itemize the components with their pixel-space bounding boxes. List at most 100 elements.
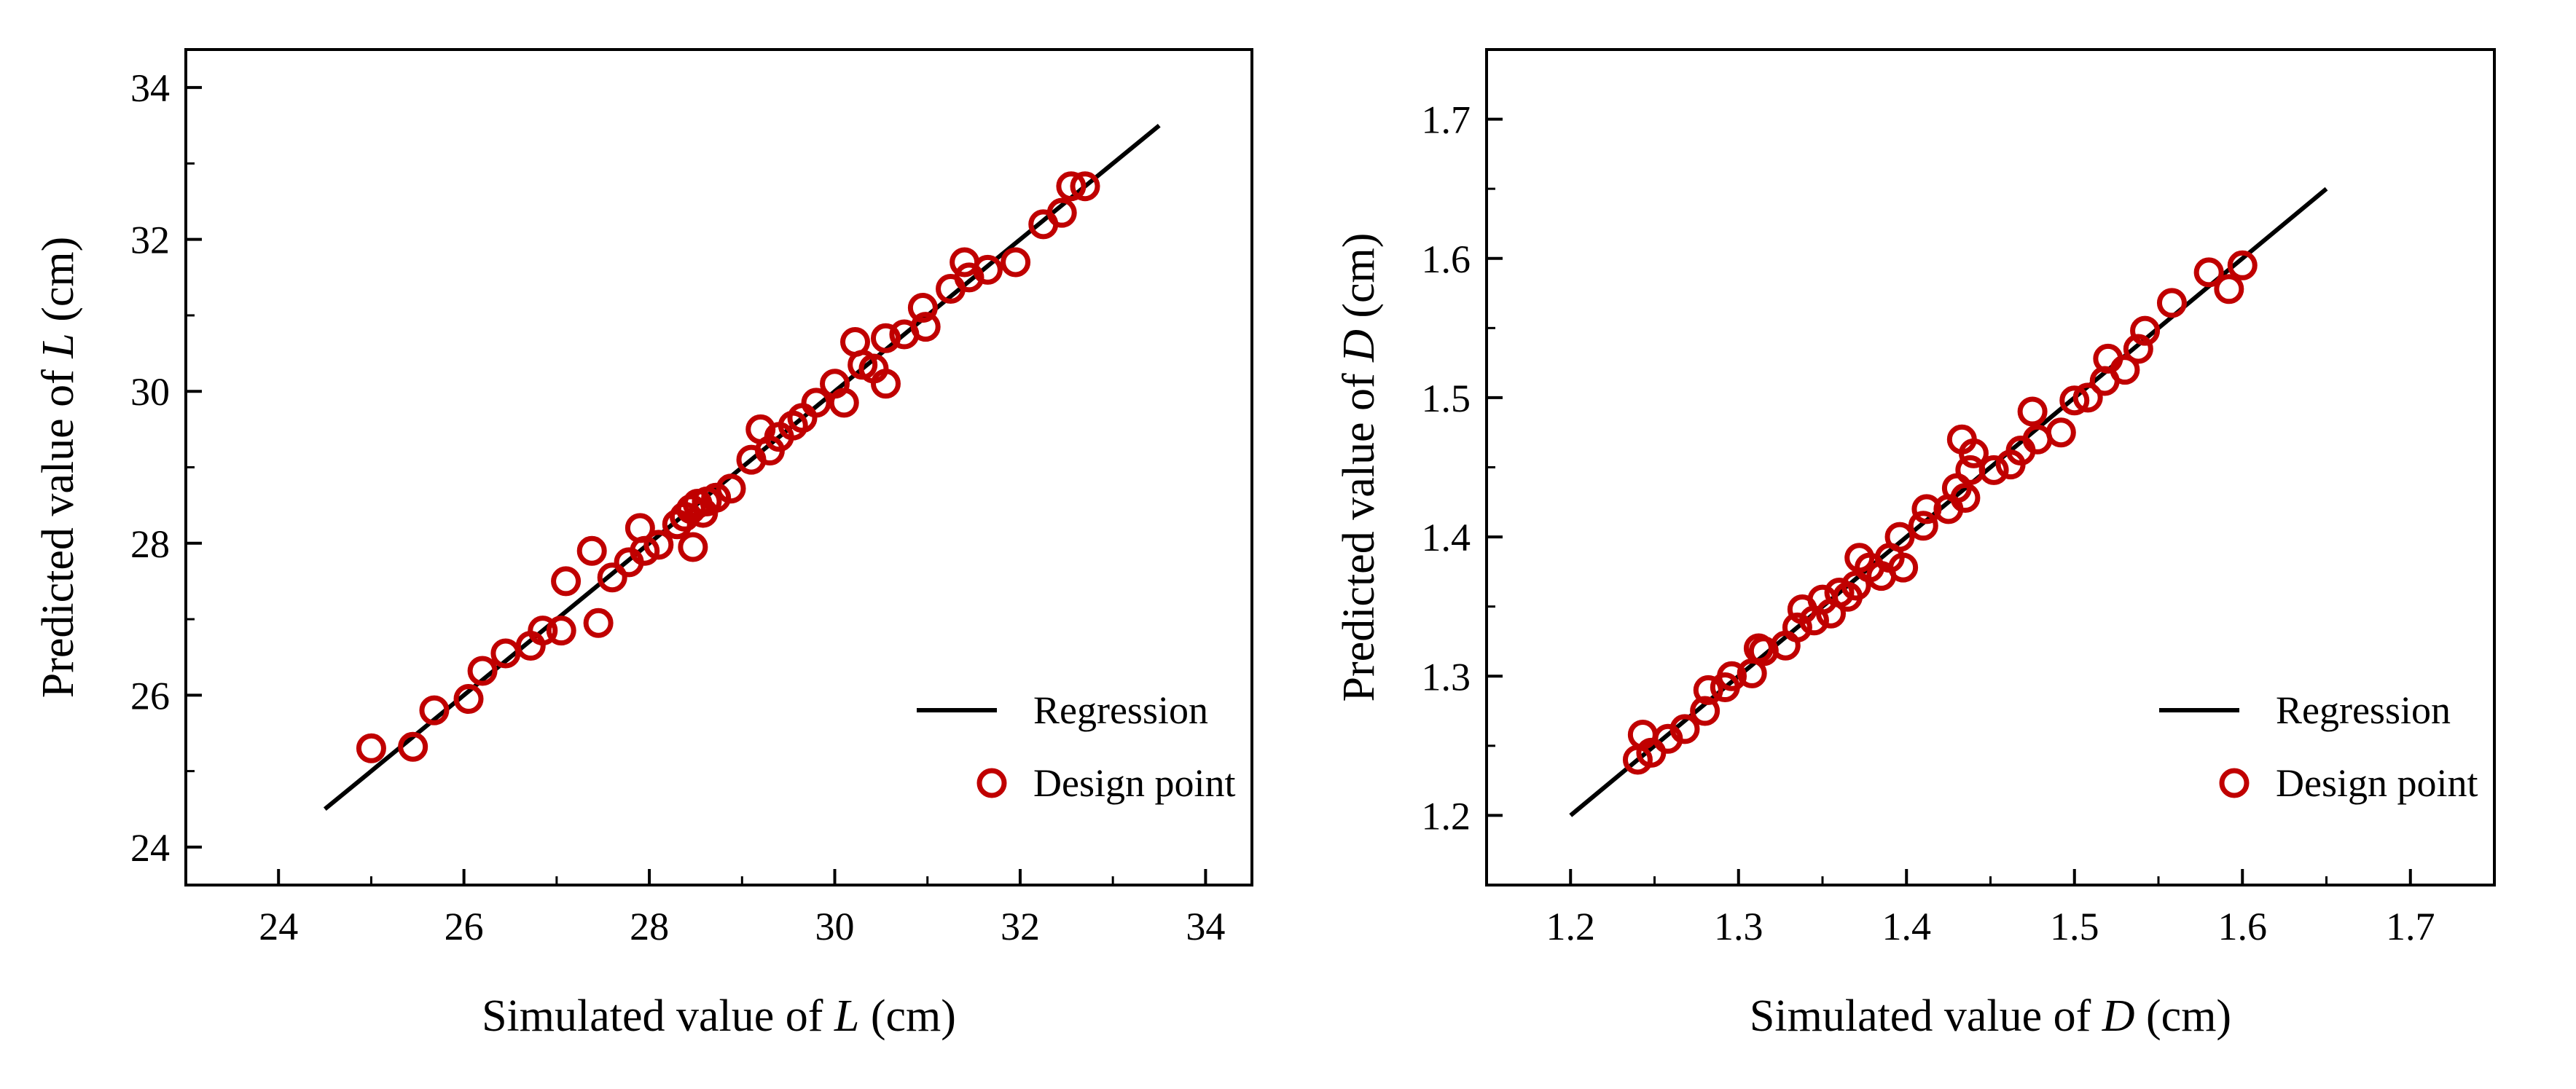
- chart-left-x-tick-label: 30: [815, 905, 855, 948]
- chart-left-design-point: [576, 535, 607, 566]
- chart-left-design-point: [551, 566, 582, 597]
- chart-left-y-tick-label: 24: [130, 826, 170, 870]
- chart-left-design-point: [1001, 247, 1031, 278]
- chart-right-x-tick-label: 1.3: [1714, 905, 1763, 948]
- chart-right-legend-design-point-marker: [2219, 768, 2250, 798]
- chart-right-design-point: [1911, 494, 1942, 524]
- chart-right-panel: 1.2 1.3 1.4 1.5 1.6 1.7 1.2 1.3 1.4 1.5 1.6 1.7 Simu…: [1334, 48, 2496, 1041]
- chart-left-y-tick-label: 26: [130, 674, 170, 718]
- chart-right-design-point: [2017, 396, 2048, 427]
- chart-left-x-axis-label-prefix: Simulated value of: [482, 991, 834, 1041]
- chart-left-design-point: [954, 262, 984, 293]
- chart-left-design-point: [356, 733, 386, 763]
- chart-left-design-point: [630, 535, 660, 566]
- chart-left-y-axis-label: Predicted value of L (cm): [34, 237, 83, 699]
- chart-right-design-point: [1958, 438, 1989, 468]
- chart-right-y-tick-label: 1.2: [1422, 794, 1471, 838]
- chart-right-design-point: [1690, 696, 1720, 726]
- chart-right-design-point: [1908, 511, 1938, 541]
- chart-right-y-axis-label-suffix: (cm): [1334, 233, 1384, 330]
- chart-left-design-point: [1056, 171, 1087, 202]
- chart-right-y-tick-label: 1.4: [1422, 516, 1471, 559]
- chart-right-design-point: [1669, 714, 1700, 744]
- chart-right-y-axis-label: Predicted value of D (cm): [1334, 233, 1384, 702]
- chart-right-x-axis-label-prefix: Simulated value of: [1750, 991, 2102, 1041]
- chart-left-y-axis-label-prefix: Predicted value of: [34, 358, 83, 699]
- chart-right-design-point: [1888, 552, 1919, 583]
- chart-left-legend-regression-label: Regression: [1033, 688, 1208, 732]
- chart-right-design-point: [2123, 334, 2153, 364]
- chart-right-design-point: [1782, 612, 1812, 642]
- chart-left-x-axis-label-var: L: [834, 991, 859, 1041]
- chart-right-design-point: [2045, 417, 2076, 448]
- chart-left-design-point: [801, 388, 831, 418]
- chart-left-design-point: [467, 656, 498, 686]
- chart-left-design-point: [678, 532, 708, 562]
- chart-left-design-point: [597, 562, 627, 593]
- chart-left-design-point: [398, 731, 428, 762]
- chart-left-x-tick-label: 34: [1186, 905, 1225, 948]
- chart-right-design-point: [1693, 675, 1723, 705]
- chart-right-design-point: [1950, 483, 1981, 514]
- chart-left-design-point: [907, 293, 938, 323]
- chart-left-x-tick-label: 24: [259, 905, 298, 948]
- chart-right-x-tick-label: 1.5: [2050, 905, 2099, 948]
- chart-left-legend-design-point-label: Design point: [1033, 761, 1236, 805]
- chart-left-y-axis-label-var: L: [34, 333, 83, 358]
- chart-right-design-point: [2156, 288, 2187, 318]
- chart-left-legend-design-point-marker: [976, 768, 1007, 798]
- chart-left-x-tick-label: 26: [445, 905, 484, 948]
- chart-right-y-tick-label: 1.7: [1422, 98, 1471, 142]
- chart-right-y-tick-label: 1.6: [1422, 237, 1471, 281]
- chart-left-x-axis-label: Simulated value of L (cm): [482, 991, 956, 1041]
- chart-right-x-tick-label: 1.7: [2386, 905, 2435, 948]
- chart-left-design-point: [870, 323, 901, 353]
- chart-left-design-point: [419, 695, 450, 726]
- chart-right-regression-line: [1569, 186, 2328, 817]
- chart-left-design-point: [870, 369, 901, 399]
- chart-right-y-tick-label: 1.5: [1422, 377, 1471, 420]
- chart-left-design-point: [701, 482, 732, 513]
- chart-right-design-point: [1717, 661, 1747, 691]
- chart-left-y-axis-label-suffix: (cm): [34, 237, 83, 334]
- chart-left-x-tick-label: 28: [630, 905, 669, 948]
- chart-right-x-axis-label: Simulated value of D (cm): [1750, 991, 2231, 1041]
- chart-right-design-point: [2072, 382, 2103, 413]
- chart-right-design-point: [2193, 257, 2224, 288]
- chart-right-x-tick-label: 1.4: [1882, 905, 1932, 948]
- chart-left-x-tick-label: 32: [1001, 905, 1040, 948]
- chart-left-design-point: [1070, 171, 1100, 202]
- chart-left-x-axis-label-suffix: (cm): [859, 991, 956, 1041]
- chart-right-legend-regression-label: Regression: [2276, 688, 2451, 732]
- chart-right-design-point: [2130, 315, 2161, 346]
- chart-right-y-axis-label-prefix: Predicted value of: [1334, 362, 1384, 702]
- chart-right-x-tick-label: 1.2: [1546, 905, 1596, 948]
- chart-left-design-point: [829, 388, 859, 418]
- chart-left-y-tick-label: 30: [130, 370, 170, 414]
- chart-right-design-point: [2059, 385, 2090, 416]
- chart-left-design-point: [528, 616, 558, 646]
- chart-left-design-point: [972, 254, 1003, 285]
- chart-left-design-point: [583, 608, 614, 638]
- chart-right-x-axis-label-suffix: (cm): [2135, 991, 2232, 1041]
- chart-left-panel: 24 26 28 30 32 34 24 26 28 30 32 34 Simulated value …: [34, 48, 1253, 1041]
- chart-left-design-point: [1046, 197, 1077, 228]
- chart-right-design-point: [2110, 355, 2140, 385]
- chart-right-x-axis-label-var: D: [2102, 991, 2135, 1041]
- chart-right-design-point: [2227, 250, 2258, 280]
- chart-left-design-point: [453, 684, 484, 715]
- chart-left-y-tick-label: 34: [130, 66, 170, 110]
- chart-right-y-tick-label: 1.3: [1422, 655, 1471, 699]
- chart-left-design-point: [910, 312, 941, 342]
- chart-left-design-point: [546, 616, 576, 646]
- chart-left-design-point: [643, 530, 674, 560]
- chart-right-y-axis-label-var: D: [1334, 329, 1384, 363]
- chart-right-legend-design-point-label: Design point: [2276, 761, 2478, 805]
- chart-left-design-point: [716, 473, 746, 504]
- chart-right-design-point: [2214, 274, 2244, 304]
- chart-left-y-tick-label: 28: [130, 522, 170, 566]
- chart-right-design-point: [1884, 522, 1915, 552]
- chart-right-x-tick-label: 1.6: [2218, 905, 2268, 948]
- chart-right-design-point: [1978, 455, 2009, 485]
